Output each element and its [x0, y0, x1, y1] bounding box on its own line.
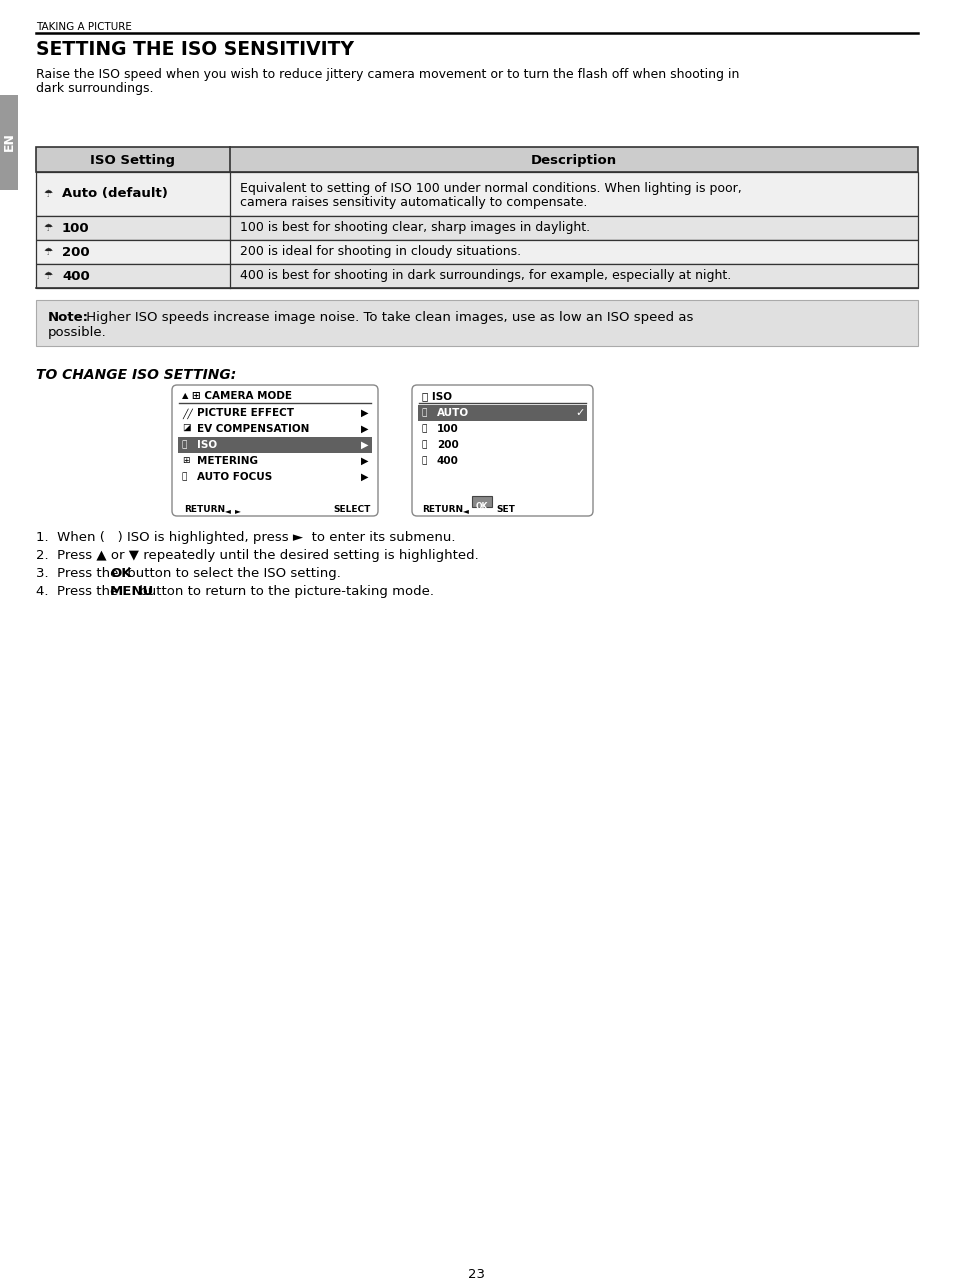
Text: OK: OK: [476, 502, 488, 511]
Text: 200: 200: [436, 439, 458, 450]
Text: Description: Description: [531, 154, 617, 167]
Text: Note:: Note:: [48, 311, 89, 324]
Text: Auto (default): Auto (default): [62, 188, 168, 200]
Text: ⫰: ⫰: [421, 456, 427, 465]
Text: Raise the ISO speed when you wish to reduce jittery camera movement or to turn t: Raise the ISO speed when you wish to red…: [36, 68, 739, 81]
Text: ▶: ▶: [360, 456, 368, 466]
Text: ▶: ▶: [360, 409, 368, 418]
Bar: [36, 263, 917, 288]
Text: Equivalent to setting of ISO 100 under normal conditions. When lighting is poor,: Equivalent to setting of ISO 100 under n…: [240, 182, 741, 195]
Text: ⫰: ⫰: [421, 424, 427, 433]
Text: SETTING THE ISO SENSITIVITY: SETTING THE ISO SENSITIVITY: [36, 40, 354, 59]
Text: dark surroundings.: dark surroundings.: [36, 82, 153, 95]
Text: ▶: ▶: [360, 424, 368, 434]
Text: 400: 400: [62, 270, 90, 283]
Text: ◪: ◪: [182, 424, 191, 433]
Text: METERING: METERING: [196, 456, 257, 466]
Text: EV COMPENSATION: EV COMPENSATION: [196, 424, 309, 434]
Text: 100: 100: [62, 221, 90, 234]
Text: ISO: ISO: [196, 439, 217, 450]
Text: TAKING A PICTURE: TAKING A PICTURE: [36, 22, 132, 32]
Text: MENU: MENU: [111, 585, 154, 598]
Text: TO CHANGE ISO SETTING:: TO CHANGE ISO SETTING:: [36, 368, 236, 382]
Text: PICTURE EFFECT: PICTURE EFFECT: [196, 409, 294, 418]
Text: ✓: ✓: [575, 409, 584, 418]
Bar: [178, 437, 372, 454]
Bar: [417, 405, 586, 421]
Text: RETURN: RETURN: [421, 505, 462, 514]
Text: ▲: ▲: [182, 391, 189, 400]
Bar: [36, 216, 917, 240]
Text: SELECT: SELECT: [333, 505, 370, 514]
Text: EN: EN: [3, 132, 15, 152]
Text: ◄: ◄: [462, 506, 468, 515]
Text: ⫰: ⫰: [421, 439, 427, 448]
Text: ◄: ◄: [225, 506, 231, 515]
Text: 100 is best for shooting clear, sharp images in daylight.: 100 is best for shooting clear, sharp im…: [240, 221, 590, 234]
Text: ☂: ☂: [44, 189, 53, 199]
Text: ☂: ☂: [44, 247, 53, 257]
Text: 400 is best for shooting in dark surroundings, for example, especially at night.: 400 is best for shooting in dark surroun…: [240, 270, 731, 283]
Text: AUTO FOCUS: AUTO FOCUS: [196, 472, 272, 482]
Text: ⊞ CAMERA MODE: ⊞ CAMERA MODE: [192, 391, 292, 401]
Text: 1.  When (   ) ISO is highlighted, press ►  to enter its submenu.: 1. When ( ) ISO is highlighted, press ► …: [36, 531, 455, 544]
Text: button to return to the picture-taking mode.: button to return to the picture-taking m…: [135, 585, 434, 598]
Text: ⫰ ISO: ⫰ ISO: [421, 391, 452, 401]
Text: RETURN: RETURN: [184, 505, 225, 514]
Text: Higher ISO speeds increase image noise. To take clean images, use as low an ISO : Higher ISO speeds increase image noise. …: [82, 311, 693, 324]
Text: OK: OK: [111, 567, 132, 580]
Text: 23: 23: [468, 1268, 485, 1281]
Bar: [36, 299, 917, 346]
FancyBboxPatch shape: [412, 386, 593, 517]
Bar: [36, 240, 917, 263]
Text: camera raises sensitivity automatically to compensate.: camera raises sensitivity automatically …: [240, 197, 587, 209]
Bar: [36, 172, 917, 216]
Text: AUTO: AUTO: [436, 409, 469, 418]
Text: ⌗: ⌗: [182, 472, 187, 481]
Text: 4.  Press the: 4. Press the: [36, 585, 122, 598]
Text: ►: ►: [234, 506, 240, 515]
Text: 200 is ideal for shooting in cloudy situations.: 200 is ideal for shooting in cloudy situ…: [240, 245, 520, 258]
Bar: [0, 95, 18, 190]
Text: ▶: ▶: [360, 439, 368, 450]
Text: 3.  Press the: 3. Press the: [36, 567, 123, 580]
Text: ⊞: ⊞: [182, 456, 190, 465]
Text: 2.  Press ▲ or ▼ repeatedly until the desired setting is highlighted.: 2. Press ▲ or ▼ repeatedly until the des…: [36, 549, 478, 562]
Text: ISO Setting: ISO Setting: [91, 154, 175, 167]
Text: ⫰: ⫰: [182, 439, 187, 448]
Text: ⫰: ⫰: [421, 409, 427, 418]
FancyBboxPatch shape: [172, 386, 377, 517]
Text: 200: 200: [62, 245, 90, 258]
Text: ╱╱: ╱╱: [182, 409, 193, 419]
Text: possible.: possible.: [48, 326, 107, 339]
Text: 100: 100: [436, 424, 458, 434]
Bar: [36, 146, 917, 172]
Text: ☂: ☂: [44, 271, 53, 281]
Text: ☂: ☂: [44, 224, 53, 233]
Text: SET: SET: [496, 505, 515, 514]
Text: ▶: ▶: [360, 472, 368, 482]
Text: button to select the ISO setting.: button to select the ISO setting.: [123, 567, 340, 580]
Bar: [472, 496, 492, 508]
Text: 400: 400: [436, 456, 458, 466]
